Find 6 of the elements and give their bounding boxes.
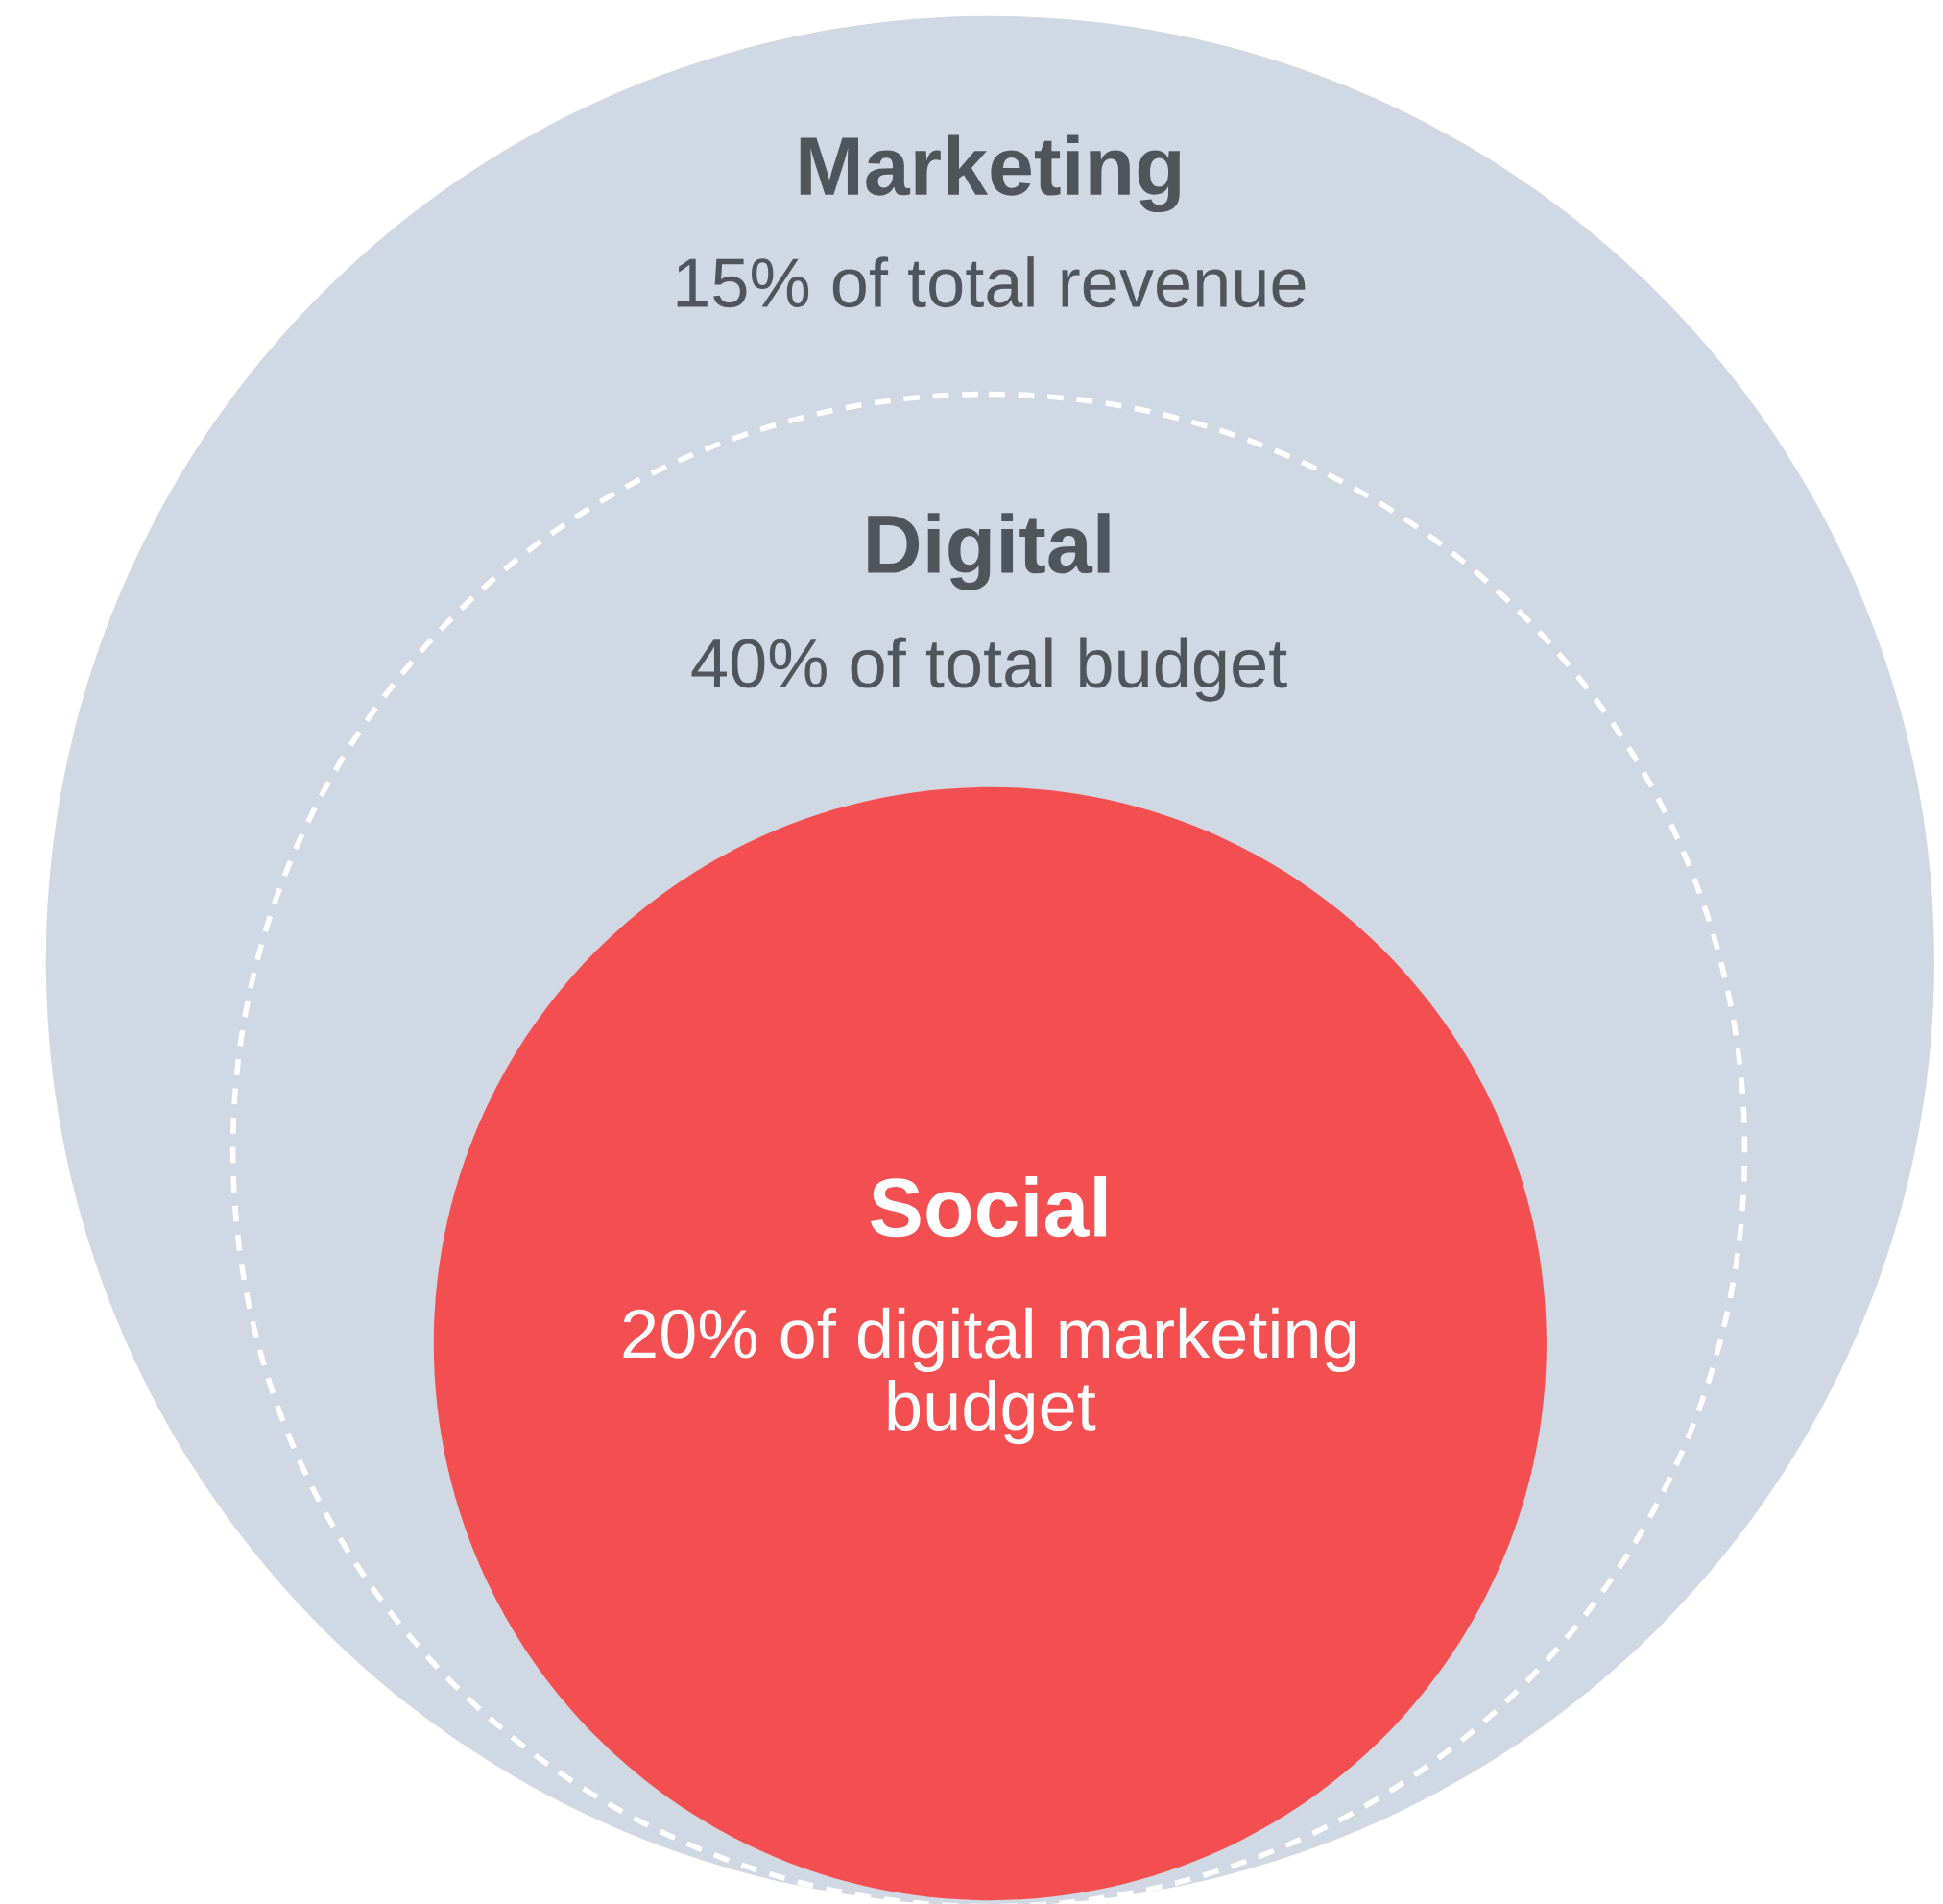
category-label: Marketing — [800, 134, 1180, 213]
data-label: 15% of total revenue — [677, 256, 1306, 308]
data-label: 20% of digital marketing budget — [623, 1307, 1356, 1445]
data-label: 40% of total budget — [691, 637, 1287, 702]
category-label: Digital — [868, 513, 1110, 590]
category-label: Social — [871, 1176, 1107, 1238]
